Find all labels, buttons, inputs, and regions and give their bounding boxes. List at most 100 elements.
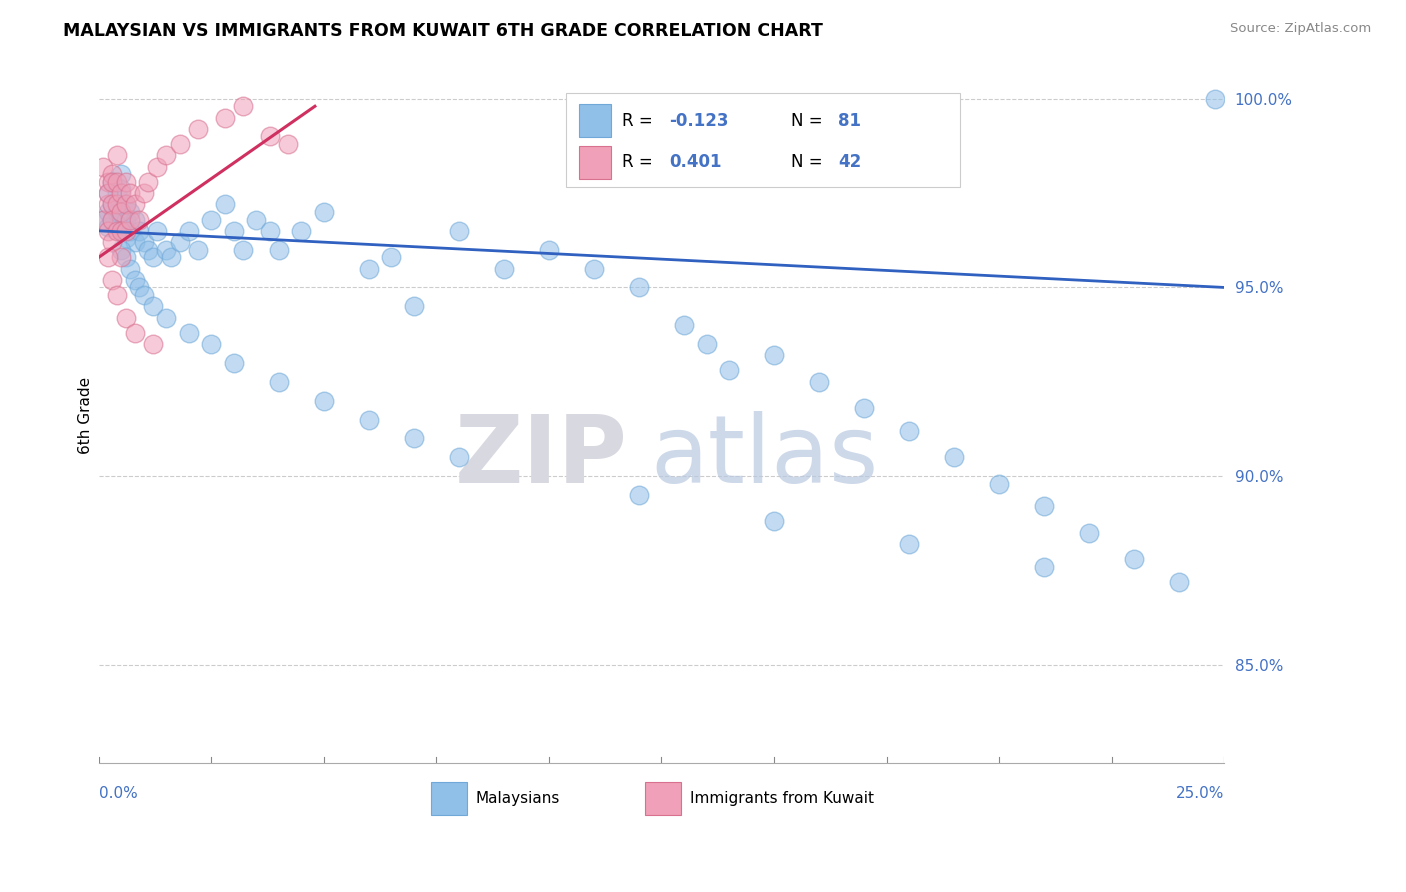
Point: [105, 224, 128, 238]
Point: [97, 175, 120, 189]
Point: [110, 205, 132, 219]
Point: [124, 326, 146, 340]
Text: Source: ZipAtlas.com: Source: ZipAtlas.com: [1230, 22, 1371, 36]
Point: [146, 224, 169, 238]
Point: [718, 363, 741, 377]
Point: [91, 212, 114, 227]
Point: [101, 235, 124, 249]
Point: [105, 148, 128, 162]
Point: [177, 224, 200, 238]
Point: [142, 250, 165, 264]
Point: [128, 224, 150, 238]
Point: [132, 186, 155, 200]
Point: [763, 348, 786, 362]
Point: [97, 205, 120, 219]
Y-axis label: 6th Grade: 6th Grade: [79, 377, 93, 454]
FancyBboxPatch shape: [565, 93, 960, 186]
Point: [402, 299, 425, 313]
Point: [988, 476, 1011, 491]
Point: [105, 288, 128, 302]
Point: [97, 186, 120, 200]
Point: [124, 197, 146, 211]
Point: [120, 261, 142, 276]
FancyBboxPatch shape: [430, 781, 467, 815]
Point: [101, 167, 124, 181]
Point: [110, 167, 132, 181]
Point: [101, 175, 124, 189]
Point: [232, 243, 254, 257]
Point: [91, 160, 114, 174]
Text: ZIP: ZIP: [456, 411, 627, 503]
Point: [380, 250, 402, 264]
Point: [110, 205, 132, 219]
Point: [97, 250, 120, 264]
Point: [110, 182, 132, 196]
Point: [267, 375, 290, 389]
Point: [808, 375, 831, 389]
FancyBboxPatch shape: [644, 781, 681, 815]
Text: 0.401: 0.401: [669, 153, 721, 171]
Text: Immigrants from Kuwait: Immigrants from Kuwait: [689, 791, 873, 806]
Point: [101, 212, 124, 227]
Point: [101, 212, 124, 227]
Point: [402, 432, 425, 446]
Text: R =: R =: [621, 112, 658, 129]
Point: [222, 224, 245, 238]
Point: [114, 197, 136, 211]
Point: [943, 450, 966, 465]
Point: [101, 197, 124, 211]
Point: [357, 412, 380, 426]
Point: [128, 212, 150, 227]
Point: [259, 224, 281, 238]
Point: [91, 212, 114, 227]
Point: [101, 273, 124, 287]
Point: [169, 136, 191, 151]
Point: [169, 235, 191, 249]
Point: [1123, 552, 1146, 566]
Point: [672, 318, 695, 333]
Point: [132, 288, 155, 302]
Point: [128, 280, 150, 294]
Point: [312, 393, 335, 408]
Point: [582, 261, 605, 276]
Point: [232, 99, 254, 113]
Point: [695, 337, 717, 351]
Point: [898, 537, 921, 551]
Point: [222, 356, 245, 370]
Text: 42: 42: [838, 153, 862, 171]
Point: [120, 224, 142, 238]
Point: [627, 280, 650, 294]
Point: [146, 160, 169, 174]
Text: R =: R =: [621, 153, 658, 171]
Point: [1078, 525, 1101, 540]
Text: -0.123: -0.123: [669, 112, 728, 129]
Text: 0.0%: 0.0%: [98, 786, 138, 801]
FancyBboxPatch shape: [579, 104, 610, 137]
Text: N =: N =: [792, 153, 828, 171]
Point: [763, 515, 786, 529]
Point: [155, 310, 177, 325]
Point: [124, 273, 146, 287]
Point: [142, 337, 165, 351]
Text: MALAYSIAN VS IMMIGRANTS FROM KUWAIT 6TH GRADE CORRELATION CHART: MALAYSIAN VS IMMIGRANTS FROM KUWAIT 6TH …: [63, 22, 823, 40]
Point: [267, 243, 290, 257]
Point: [105, 205, 128, 219]
Point: [105, 186, 128, 200]
Point: [290, 224, 312, 238]
Point: [1204, 92, 1226, 106]
Point: [114, 197, 136, 211]
Point: [214, 197, 236, 211]
Point: [898, 424, 921, 438]
Point: [114, 310, 136, 325]
Point: [114, 175, 136, 189]
Point: [110, 224, 132, 238]
Point: [110, 250, 132, 264]
Point: [138, 243, 160, 257]
Point: [200, 337, 222, 351]
Text: N =: N =: [792, 112, 828, 129]
Point: [105, 197, 128, 211]
Point: [155, 243, 177, 257]
Point: [357, 261, 380, 276]
Text: 81: 81: [838, 112, 860, 129]
Point: [245, 212, 267, 227]
